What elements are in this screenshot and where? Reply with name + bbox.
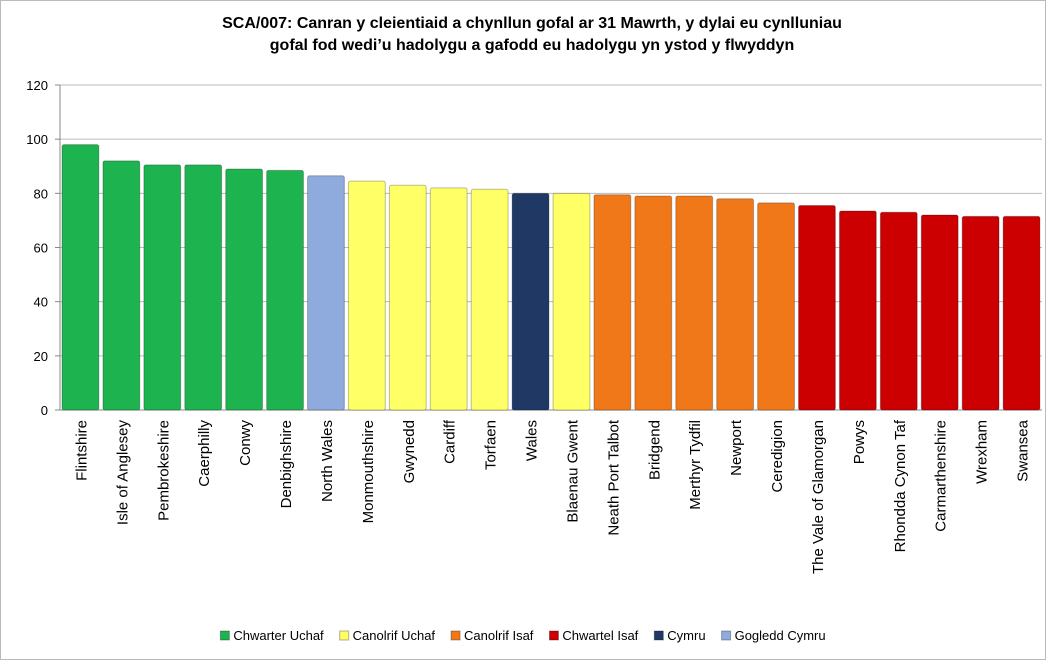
bar bbox=[961, 215, 1000, 411]
y-tick-label: 120 bbox=[26, 78, 48, 93]
x-tick-label: Newport bbox=[728, 419, 745, 476]
x-tick-label: Denbighshire bbox=[278, 420, 295, 508]
bar bbox=[593, 194, 632, 411]
x-tick-label: Isle of Anglesey bbox=[114, 420, 131, 526]
x-tick-label: North Wales bbox=[319, 420, 336, 502]
x-tick-label: Monmouthshire bbox=[360, 420, 377, 523]
y-tick-label: 20 bbox=[34, 349, 48, 364]
x-tick-label: Merthyr Tydfil bbox=[687, 420, 704, 510]
bar bbox=[798, 205, 836, 411]
bar bbox=[61, 144, 100, 411]
bar bbox=[675, 195, 714, 411]
x-tick-label: Carmarthenshire bbox=[933, 420, 950, 532]
bar bbox=[266, 169, 304, 411]
legend-swatch bbox=[339, 630, 350, 641]
bar bbox=[184, 164, 223, 411]
legend-swatch bbox=[450, 630, 461, 641]
bar bbox=[102, 160, 141, 411]
x-tick-label: Cardiff bbox=[442, 419, 459, 464]
legend-label: Gogledd Cymru bbox=[735, 628, 826, 643]
bar bbox=[1002, 215, 1041, 411]
bar bbox=[716, 198, 755, 411]
bar bbox=[838, 210, 877, 411]
bar bbox=[307, 175, 345, 411]
legend-swatch bbox=[653, 630, 664, 641]
legend-swatch bbox=[548, 630, 559, 641]
x-tick-label: Torfaen bbox=[483, 420, 500, 470]
y-tick-label: 0 bbox=[41, 403, 48, 418]
x-tick-label: Rhondda Cynon Taf bbox=[892, 419, 909, 552]
x-tick-label: Pembrokeshire bbox=[155, 420, 172, 521]
bar bbox=[470, 188, 509, 411]
x-tick-label: Ceredigion bbox=[769, 420, 786, 493]
legend-label: Chwartel Isaf bbox=[562, 628, 638, 643]
legend-swatch bbox=[721, 630, 732, 641]
x-tick-label: Neath Port Talbot bbox=[605, 419, 622, 535]
y-tick-label: 80 bbox=[34, 186, 48, 201]
legend-label: Canolrif Uchaf bbox=[353, 628, 436, 643]
y-tick-label: 60 bbox=[34, 241, 48, 256]
x-tick-label: Gwynedd bbox=[401, 420, 418, 483]
x-tick-label: The Vale of Glamorgan bbox=[810, 420, 827, 574]
legend-label: Cymru bbox=[667, 628, 705, 643]
x-tick-label: Wrexham bbox=[974, 420, 991, 484]
legend-swatch bbox=[219, 630, 230, 641]
y-tick-label: 100 bbox=[26, 132, 48, 147]
x-tick-label: Blaenau Gwent bbox=[564, 419, 581, 522]
y-tick-label: 40 bbox=[34, 295, 48, 310]
bar bbox=[920, 214, 959, 411]
x-tick-label: Conwy bbox=[237, 420, 254, 466]
bar bbox=[757, 202, 795, 411]
chart-title: SCA/007: Canran y cleientiaid a chynllun… bbox=[222, 15, 842, 32]
legend-label: Chwarter Uchaf bbox=[233, 628, 324, 643]
bar bbox=[143, 164, 182, 411]
legend-label: Canolrif Isaf bbox=[464, 628, 534, 643]
bar bbox=[634, 195, 673, 411]
chart-title: gofal fod wedi’u hadolygu a gafodd eu ha… bbox=[270, 37, 794, 54]
x-tick-label: Powys bbox=[851, 420, 868, 464]
bar bbox=[388, 184, 427, 411]
x-tick-label: Caerphilly bbox=[196, 420, 213, 487]
x-tick-label: Wales bbox=[524, 420, 541, 461]
x-tick-label: Bridgend bbox=[646, 420, 663, 480]
bar bbox=[347, 180, 386, 411]
bar bbox=[429, 187, 468, 411]
x-tick-label: Flintshire bbox=[73, 420, 90, 481]
bar bbox=[552, 192, 591, 411]
bar bbox=[511, 192, 550, 411]
x-tick-label: Swansea bbox=[1015, 419, 1032, 481]
bar bbox=[225, 168, 264, 411]
bar bbox=[879, 211, 918, 411]
